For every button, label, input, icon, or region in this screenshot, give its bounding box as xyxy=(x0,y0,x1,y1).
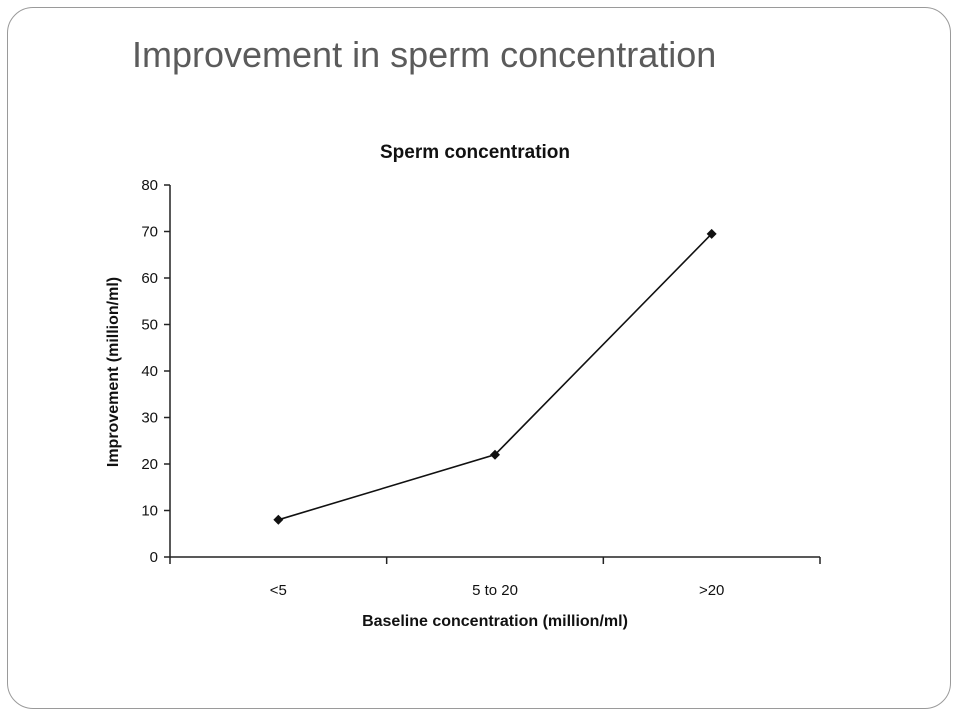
x-tick-label: 5 to 20 xyxy=(472,582,518,599)
y-tick-label: 30 xyxy=(141,410,158,427)
y-tick-label: 70 xyxy=(141,224,158,241)
data-point-marker xyxy=(706,228,717,239)
y-tick-label: 20 xyxy=(141,456,158,473)
y-tick-label: 80 xyxy=(141,177,158,194)
y-tick-label: 10 xyxy=(141,503,158,520)
y-tick-label: 60 xyxy=(141,270,158,287)
data-point-marker xyxy=(490,449,500,460)
series-layer xyxy=(273,228,717,525)
slide-frame xyxy=(7,7,951,709)
y-tick-label: 0 xyxy=(150,549,158,566)
x-tick-label: >20 xyxy=(699,582,724,599)
data-point-marker xyxy=(273,514,284,525)
y-tick-label: 50 xyxy=(141,317,158,334)
y-tick-label: 40 xyxy=(141,363,158,380)
x-tick-label: <5 xyxy=(270,582,287,599)
chart-title: Sperm concentration xyxy=(380,142,570,163)
slide-title: Improvement in sperm concentration xyxy=(132,34,717,75)
y-axis-label: Improvement (million/ml) xyxy=(105,277,122,467)
x-axis-label: Baseline concentration (million/ml) xyxy=(362,613,628,630)
series-line xyxy=(278,233,713,521)
axes: 0 10 20 30 40 50 60 70 80 <5 5 to 20 >20 xyxy=(141,177,821,599)
